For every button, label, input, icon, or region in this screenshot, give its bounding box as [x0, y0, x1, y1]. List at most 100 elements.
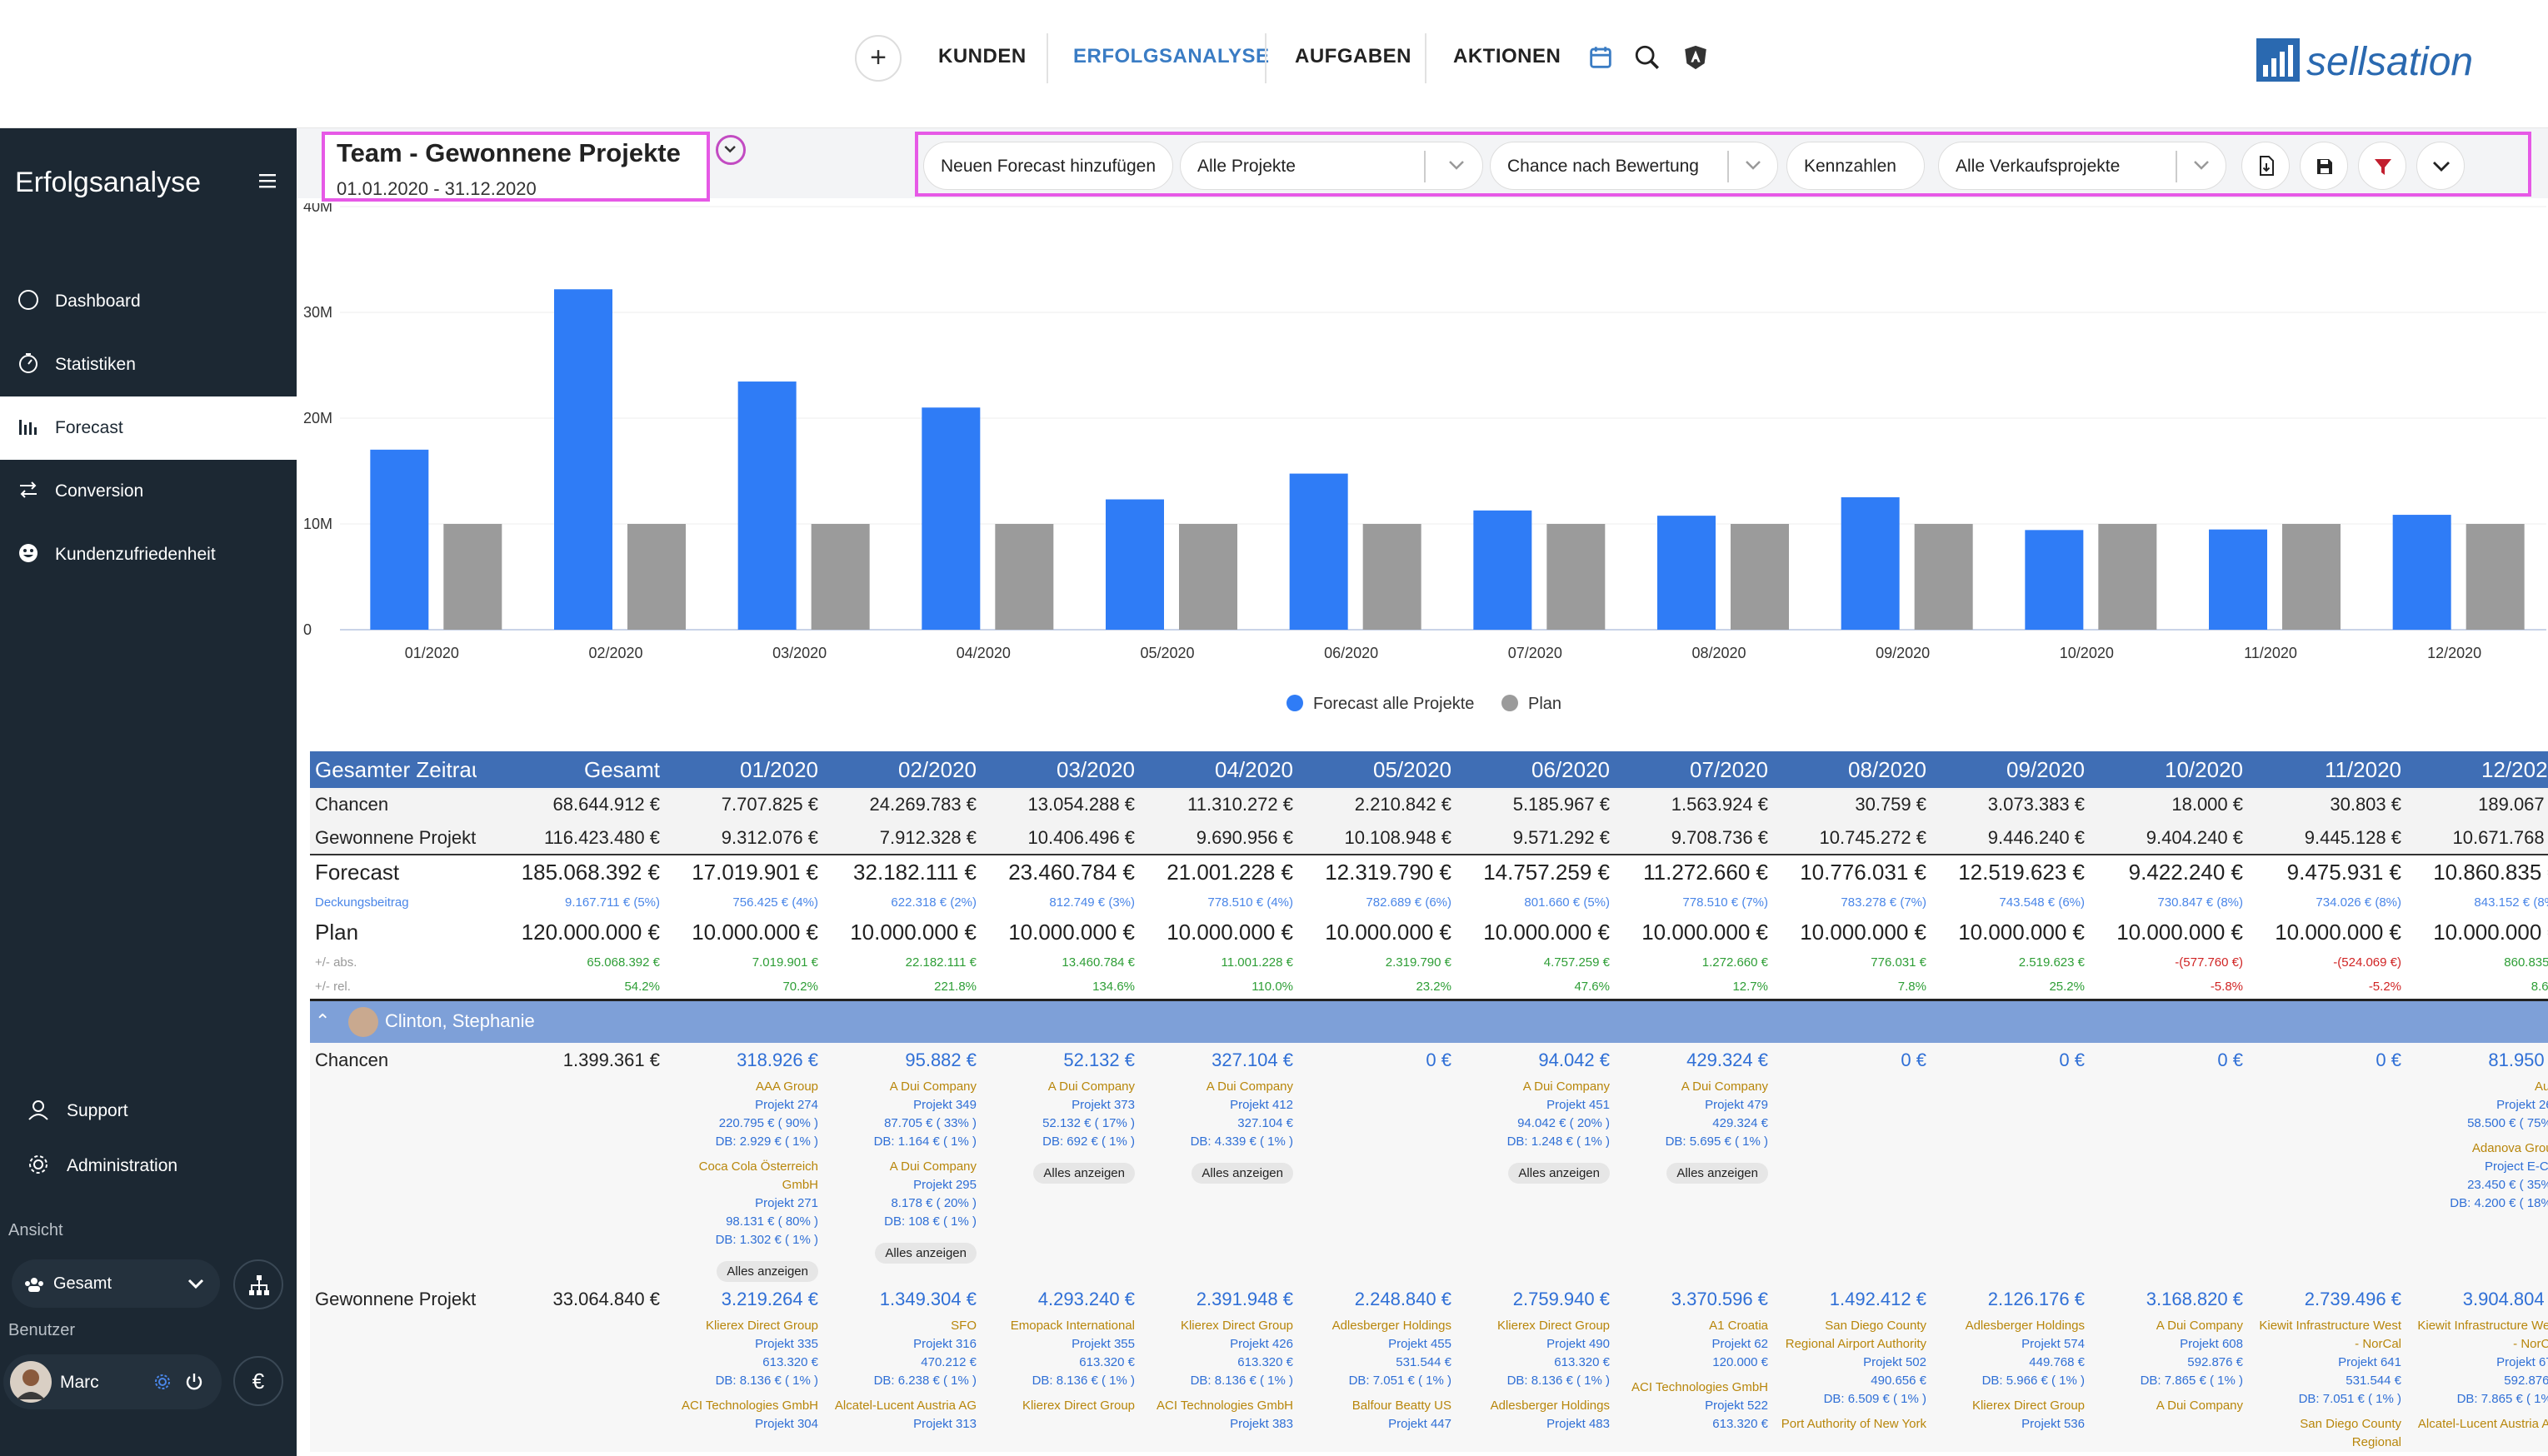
detail-entry[interactable]: Alcatel-Lucent Austria AG Projekt 313 [828, 1397, 977, 1434]
detail-entry[interactable]: Klierex Direct Group Projekt 536 [1936, 1397, 2085, 1434]
detail-amount[interactable]: 1.349.304 € [879, 1289, 977, 1309]
detail-amount[interactable]: 0 € [1901, 1050, 1926, 1070]
user-box[interactable]: Marc [3, 1354, 222, 1409]
detail-entry[interactable]: AAA Group Projekt 274 220.795 € ( 90% ) DB:… [670, 1078, 818, 1151]
search-icon[interactable] [1633, 43, 1661, 72]
detail-amount[interactable]: 327.104 € [1212, 1050, 1293, 1070]
detail-entry[interactable]: Port Authority of New York [1778, 1415, 1926, 1434]
nav-kunden[interactable]: KUNDEN [938, 45, 1027, 67]
power-icon[interactable] [183, 1371, 205, 1393]
detail-entry[interactable]: Kiewit Infrastructure West - NorCal Proje… [2411, 1317, 2548, 1409]
detail-amount[interactable]: 52.132 € [1063, 1050, 1135, 1070]
expand-button[interactable] [2416, 142, 2465, 190]
detail-entry[interactable]: A Dui Company Projekt 295 8.178 € ( 20% ) D… [828, 1158, 977, 1231]
detail-entry[interactable]: Emopack International Projekt 355 613.320 … [987, 1317, 1135, 1390]
detail-amount[interactable]: 3.219.264 € [721, 1289, 818, 1309]
detail-entry[interactable]: Adanova Group Project E-Car 23.450 € ( 35%… [2411, 1139, 2548, 1213]
sidebar-item-label: Conversion [55, 481, 144, 501]
detail-amount[interactable]: 4.293.240 € [1037, 1289, 1135, 1309]
detail-entry[interactable]: SFO Projekt 316 470.212 € DB: 6.238 € ( 1% … [828, 1317, 977, 1390]
export-button[interactable] [2241, 142, 2290, 190]
filter-button[interactable] [2358, 142, 2406, 190]
detail-entry[interactable]: Coca Cola Österreich GmbH Projekt 271 98.1… [670, 1158, 818, 1249]
detail-amount[interactable]: 429.324 € [1686, 1050, 1768, 1070]
detail-amount[interactable]: 95.882 € [905, 1050, 977, 1070]
detail-amount[interactable]: 94.042 € [1538, 1050, 1610, 1070]
detail-entry[interactable]: ACI Technologies GmbH Projekt 383 [1145, 1397, 1293, 1434]
detail-amount[interactable]: 0 € [2059, 1050, 2085, 1070]
detail-entry[interactable]: A1 Croatia Projekt 62 120.000 € [1620, 1317, 1768, 1372]
chevron-up-icon[interactable]: ⌃ [315, 1010, 331, 1031]
sales-projects-select[interactable]: Alle Verkaufsprojekte [1938, 142, 2226, 190]
detail-entry[interactable]: Klierex Direct Group Projekt 426 613.320 €… [1145, 1317, 1293, 1390]
detail-amount[interactable]: 2.126.176 € [1987, 1289, 2085, 1309]
detail-amount[interactable]: 2.739.496 € [2304, 1289, 2401, 1309]
detail-amount[interactable]: 0 € [2217, 1050, 2243, 1070]
detail-entry[interactable]: San Diego County Regional [2253, 1415, 2401, 1452]
detail-entry[interactable]: Audi Projekt 268 58.500 € ( 75% ) [2411, 1078, 2548, 1133]
detail-amount[interactable]: 3.904.804 € [2462, 1289, 2548, 1309]
detail-amount[interactable]: 0 € [2376, 1050, 2401, 1070]
sidebar-item-dashboard[interactable]: Dashboard [0, 270, 297, 333]
group-row[interactable]: ⌃ Clinton, Stephanie [310, 998, 2548, 1043]
detail-entry[interactable]: Alcatel-Lucent Austria AG [2411, 1415, 2548, 1434]
detail-entry[interactable]: A Dui Company [2095, 1397, 2243, 1415]
detail-amount[interactable]: 0 € [1426, 1050, 1451, 1070]
detail-amount[interactable]: 81.950 € [2488, 1050, 2548, 1070]
detail-entry[interactable]: A Dui Company Projekt 608 592.876 € DB: 7.8… [2095, 1317, 2243, 1390]
show-all-button[interactable]: Alles anzeigen [1666, 1163, 1768, 1184]
sidebar-item-forecast[interactable]: Forecast [0, 396, 297, 460]
sidebar-item-statistiken[interactable]: Statistiken [0, 333, 297, 396]
show-all-button[interactable]: Alles anzeigen [1508, 1163, 1610, 1184]
detail-entry[interactable]: Adlesberger Holdings Projekt 483 [1461, 1397, 1610, 1434]
detail-amount[interactable]: 3.168.820 € [2146, 1289, 2243, 1309]
detail-entry[interactable]: Balfour Beatty US Projekt 447 [1303, 1397, 1451, 1434]
detail-amount[interactable]: 2.248.840 € [1354, 1289, 1451, 1309]
sidebar-item-conversion[interactable]: Conversion [0, 460, 297, 523]
show-all-button[interactable]: Alles anzeigen [875, 1243, 977, 1264]
projects-select[interactable]: Alle Projekte [1180, 142, 1483, 190]
detail-entry[interactable]: ACI Technologies GmbH Projekt 522 613.320 … [1620, 1379, 1768, 1434]
detail-entry[interactable]: San Diego County Regional Airport Author… [1778, 1317, 1926, 1409]
detail-entry[interactable]: Kiewit Infrastructure West - NorCal Proje… [2253, 1317, 2401, 1409]
settings-icon[interactable] [153, 1373, 172, 1391]
add-button[interactable]: + [855, 35, 902, 82]
detail-entry[interactable]: A Dui Company Projekt 451 94.042 € ( 20% )… [1461, 1078, 1610, 1151]
show-all-button[interactable]: Alles anzeigen [717, 1261, 818, 1282]
sidebar-item-kundenzufriedenheit[interactable]: Kundenzufriedenheit [0, 523, 297, 586]
sidebar-item-administration[interactable]: Administration [0, 1134, 297, 1198]
detail-entry[interactable]: Adlesberger Holdings Projekt 455 531.544 €… [1303, 1317, 1451, 1390]
detail-entry[interactable]: A Dui Company Projekt 373 52.132 € ( 17% )… [987, 1078, 1135, 1151]
add-forecast-button[interactable]: Neuen Forecast hinzufügen [923, 142, 1173, 190]
menu-icon[interactable] [258, 172, 277, 190]
entry-line: Projekt 355 [1072, 1337, 1135, 1351]
sidebar-item-support[interactable]: Support [0, 1080, 297, 1143]
detail-amount[interactable]: 318.926 € [737, 1050, 818, 1070]
detail-entry[interactable]: Klierex Direct Group [987, 1397, 1135, 1415]
detail-entry[interactable]: Klierex Direct Group Projekt 335 613.320 €… [670, 1317, 818, 1390]
detail-entry[interactable]: A Dui Company Projekt 479 429.324 € DB: 5.6… [1620, 1078, 1768, 1151]
nav-erfolgsanalyse[interactable]: ERFOLGSANALYSE [1073, 45, 1270, 67]
kennzahlen-button[interactable]: Kennzahlen [1786, 142, 1925, 190]
detail-amount[interactable]: 2.759.940 € [1512, 1289, 1610, 1309]
detail-entry[interactable]: Adlesberger Holdings Projekt 574 449.768 €… [1936, 1317, 2085, 1390]
save-button[interactable] [2300, 142, 2348, 190]
currency-button[interactable]: € [233, 1356, 283, 1406]
show-all-button[interactable]: Alles anzeigen [1192, 1163, 1293, 1184]
org-chart-button[interactable] [233, 1259, 283, 1309]
detail-entry[interactable]: A Dui Company Projekt 412 327.104 € DB: 4.3… [1145, 1078, 1293, 1151]
detail-amount[interactable]: 3.370.596 € [1671, 1289, 1768, 1309]
angular-icon[interactable] [1681, 43, 1710, 72]
title-chevron-down-icon[interactable] [716, 135, 746, 165]
detail-entry[interactable]: A Dui Company Projekt 349 87.705 € ( 33% )… [828, 1078, 977, 1151]
chance-select[interactable]: Chance nach Bewertung [1490, 142, 1778, 190]
detail-amount[interactable]: 1.492.412 € [1829, 1289, 1926, 1309]
detail-entry[interactable]: ACI Technologies GmbH Projekt 304 [670, 1397, 818, 1434]
calendar-icon[interactable] [1586, 43, 1615, 72]
view-select[interactable]: Gesamt [12, 1259, 220, 1308]
nav-aufgaben[interactable]: AUFGABEN [1295, 45, 1411, 67]
detail-entry[interactable]: Klierex Direct Group Projekt 490 613.320 €… [1461, 1317, 1610, 1390]
show-all-button[interactable]: Alles anzeigen [1033, 1163, 1135, 1184]
detail-amount[interactable]: 2.391.948 € [1196, 1289, 1293, 1309]
nav-aktionen[interactable]: AKTIONEN [1453, 45, 1561, 67]
